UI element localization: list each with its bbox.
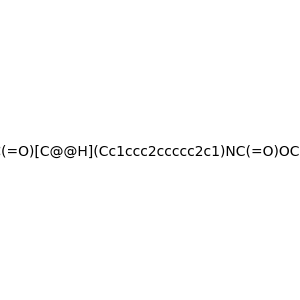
Text: ClCOC(=O)[C@@H](Cc1ccc2ccccc2c1)NC(=O)OC(C)(C)C: ClCOC(=O)[C@@H](Cc1ccc2ccccc2c1)NC(=O)OC… (0, 145, 300, 158)
